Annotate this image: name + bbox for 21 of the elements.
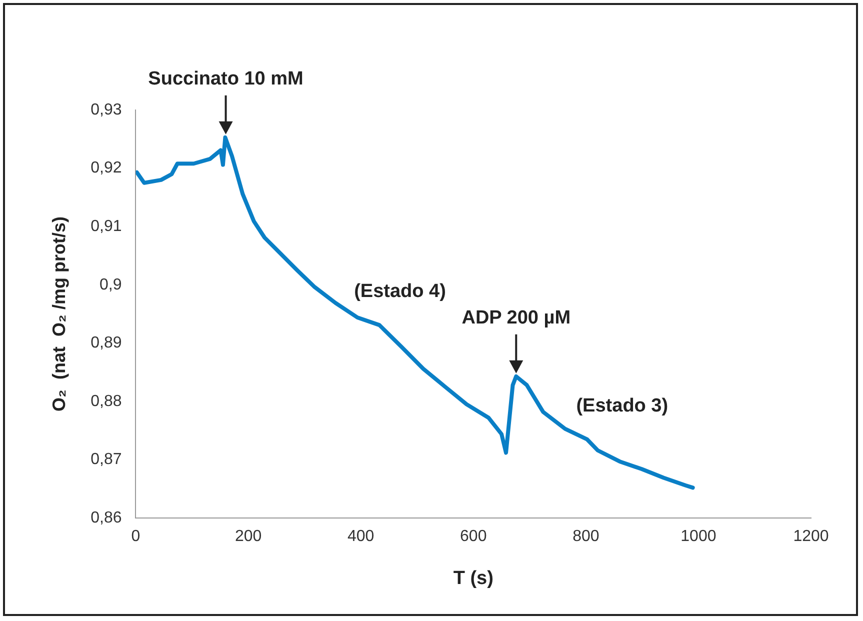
x-tick-label: 800 [572, 528, 600, 546]
annotation: Succinato 10 mM [148, 68, 304, 90]
y-tick-label: 0,91 [90, 218, 122, 235]
y-tick-label: 0,89 [90, 334, 122, 352]
y-tick-label: 0,88 [90, 392, 122, 410]
x-axis-title: T (s) [453, 568, 494, 589]
x-tick-label: 600 [460, 528, 487, 546]
annotation: (Estado 3) [576, 396, 668, 417]
y-tick-label: 0,9 [99, 276, 122, 294]
y-axis-title: O₂ (nat O₂ /mg prot/s) [48, 216, 69, 412]
y-tick-label: 0,87 [90, 451, 122, 468]
y-tick-label: 0,93 [90, 101, 122, 118]
x-tick-label: 0 [131, 528, 140, 546]
y-tick-label: 0,86 [90, 509, 122, 526]
annotation: (Estado 4) [354, 280, 446, 302]
x-tick-label: 400 [347, 528, 374, 546]
annotation: ADP 200 µM [462, 308, 571, 329]
y-tick-label: 0,92 [90, 160, 122, 177]
x-tick-label: 1000 [680, 528, 716, 546]
x-tick-label: 200 [234, 528, 262, 546]
x-tick-label: 1200 [793, 528, 829, 546]
